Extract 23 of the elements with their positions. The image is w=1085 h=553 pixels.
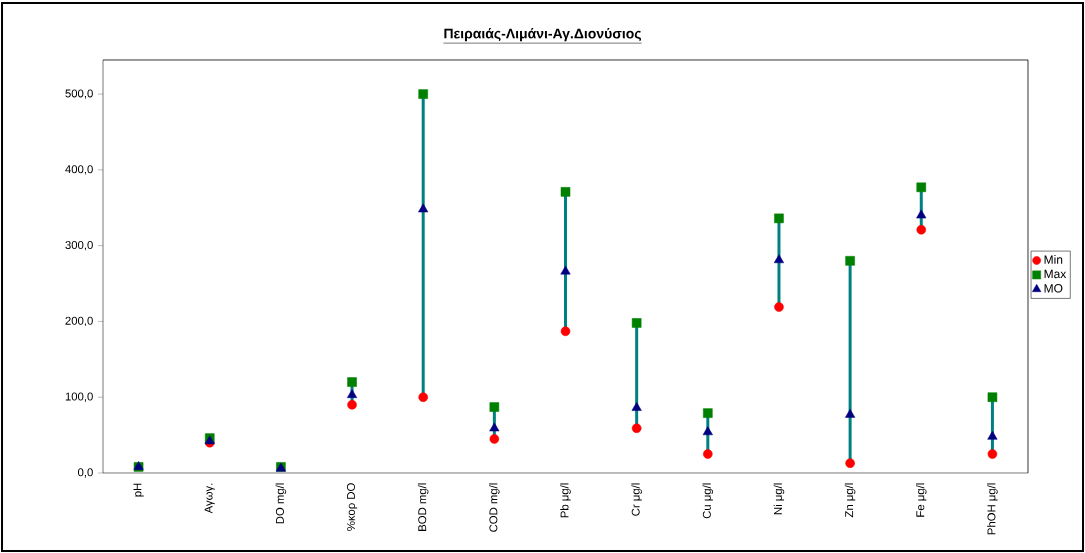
y-tick-label: 400,0 <box>65 165 93 175</box>
x-tick-label: pH <box>133 483 144 497</box>
x-tick-label: DO mg/l <box>275 483 287 524</box>
legend-label: MO <box>1044 284 1063 293</box>
x-tick-label: Cr μg/l <box>631 483 642 516</box>
y-tick-label: 0,0 <box>77 468 93 478</box>
x-tick-label: COD mg/l <box>489 483 500 532</box>
x-tick-label: Ni μg/l <box>773 483 785 515</box>
y-tick-label: 300,0 <box>65 240 93 251</box>
x-tick-label: Fe μg/l <box>915 483 927 517</box>
legend-label: Max <box>1044 269 1067 279</box>
x-tick-label: Zn μg/l <box>844 483 856 518</box>
x-tick-label: Cu μg/l <box>702 483 714 519</box>
x-tick-label: %κορ DO <box>346 483 358 531</box>
y-tick-label: 500,0 <box>65 89 93 99</box>
legend-label: Min <box>1044 255 1063 264</box>
x-tick-label: BOD mg/l <box>417 483 429 531</box>
x-tick-label: Pb μg/l <box>560 483 571 518</box>
y-tick-label: 100,0 <box>65 392 93 402</box>
chart-title: Πειραιάς-Λιμάνι-Αγ.Διονύσιος <box>444 28 642 42</box>
x-tick-label: PhOH μg/l <box>987 483 998 535</box>
y-tick-label: 200,0 <box>65 316 93 327</box>
x-tick-label: Αγωγ. <box>204 483 215 514</box>
